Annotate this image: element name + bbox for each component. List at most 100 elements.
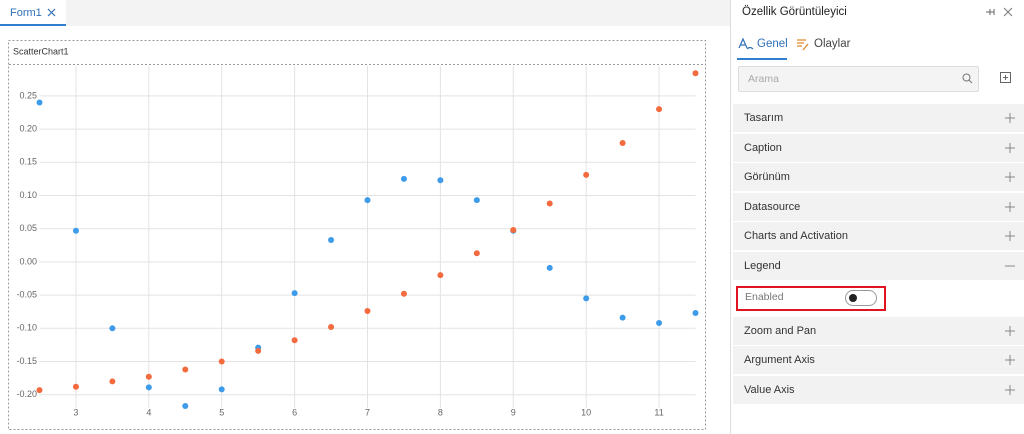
point: [182, 366, 189, 373]
panel-tab[interactable]: Genel: [757, 38, 788, 50]
point: [437, 177, 444, 184]
point: [72, 383, 79, 390]
expand-icon: [1005, 231, 1015, 242]
highlight-box: [736, 285, 886, 311]
y-tick-label: 0.15: [19, 157, 37, 167]
section-label: Datasource: [744, 200, 801, 213]
point: [182, 403, 189, 410]
section-header[interactable]: Argument Axis: [733, 346, 1024, 375]
point: [364, 197, 371, 204]
section-header[interactable]: Datasource: [733, 192, 1024, 221]
section-label: Görünüm: [744, 171, 790, 184]
panel-tab[interactable]: Olaylar: [814, 38, 851, 50]
point: [400, 175, 407, 182]
point: [218, 358, 225, 365]
point: [218, 386, 225, 393]
point: [291, 290, 298, 297]
expand-icon: [1005, 142, 1015, 153]
search-icon: [962, 73, 973, 84]
x-tick-label: 11: [654, 407, 663, 417]
section-label: Zoom and Pan: [744, 324, 817, 337]
x-tick-label: 8: [438, 407, 443, 417]
section-label: Tasarım: [744, 112, 784, 124]
expand-icon: [1005, 325, 1015, 336]
collapse-icon: [1005, 265, 1015, 267]
point: [36, 387, 43, 394]
chart-frame: [8, 40, 706, 430]
toggle-knob: [849, 293, 857, 302]
tab-bar: Form1: [0, 0, 730, 26]
point: [510, 227, 517, 234]
point: [328, 236, 335, 243]
x-tick-label: 10: [581, 407, 591, 417]
expand-all-button[interactable]: [999, 71, 1012, 84]
point: [692, 70, 699, 77]
expand-icon: [1005, 172, 1015, 183]
point: [583, 171, 590, 178]
point: [473, 197, 480, 204]
point: [546, 200, 553, 207]
section-label: Legend: [744, 260, 781, 272]
point: [109, 325, 116, 332]
point: [583, 295, 590, 302]
chart: ScatterChart1 0.25 0.20 0.15 0.10 0.05 0.00 -0…: [8, 40, 706, 430]
section-header[interactable]: Caption: [733, 133, 1024, 162]
point: [619, 140, 626, 147]
expand-icon: [1005, 201, 1015, 212]
point: [255, 347, 262, 354]
point: [364, 308, 371, 315]
search-box[interactable]: Arama: [738, 66, 979, 92]
chart-title: ScatterChart1: [13, 46, 69, 56]
point: [473, 250, 480, 257]
olaylar-icon: [797, 39, 809, 51]
expand-icon: [1005, 384, 1015, 395]
x-tick-label: 4: [146, 407, 151, 417]
property-label: Enabled: [745, 290, 784, 303]
y-tick-label: 0.20: [19, 123, 37, 133]
section-label: Caption: [744, 141, 782, 154]
y-tick-label: 0.25: [19, 90, 37, 100]
y-tick-label: 0.10: [19, 190, 37, 200]
point: [109, 378, 116, 385]
genel-icon: [738, 37, 754, 50]
panel-title: Özellik Görüntüleyici: [742, 6, 847, 18]
section-header[interactable]: Tasarım: [733, 104, 1024, 132]
x-tick-label: 9: [511, 407, 516, 417]
point: [692, 310, 699, 317]
point: [291, 337, 298, 344]
pin-button[interactable]: [984, 6, 996, 18]
x-tick-label: 7: [365, 407, 370, 417]
y-tick-label: 0.00: [19, 256, 37, 266]
x-tick-label: 6: [292, 407, 297, 417]
tab[interactable]: Form1: [0, 0, 66, 26]
point: [400, 290, 407, 297]
tab-underline: [737, 58, 787, 60]
point: [72, 227, 79, 234]
section-header[interactable]: Zoom and Pan: [733, 316, 1024, 345]
expand-icon: [1005, 355, 1015, 366]
point: [619, 314, 626, 321]
y-tick-label: -0.15: [16, 356, 37, 366]
point: [36, 99, 43, 106]
y-tick-label: -0.05: [16, 289, 37, 299]
section-header[interactable]: Legend: [733, 252, 1024, 280]
panel-close[interactable]: [1003, 7, 1013, 17]
x-tick-label: 5: [219, 407, 224, 417]
point: [145, 373, 152, 380]
point: [546, 264, 553, 271]
section-header[interactable]: Charts and Activation: [733, 222, 1024, 251]
point: [656, 319, 663, 326]
point: [437, 272, 444, 279]
section-label: Value Axis: [744, 383, 795, 396]
search-placeholder: Arama: [748, 73, 779, 85]
point: [328, 323, 335, 330]
y-tick-label: -0.10: [16, 323, 37, 333]
section-label: Argument Axis: [744, 354, 815, 367]
tab-close[interactable]: [47, 8, 56, 17]
expand-icon: [1005, 113, 1015, 123]
point: [656, 106, 663, 113]
section-header[interactable]: Value Axis: [733, 375, 1024, 404]
section-header[interactable]: Görünüm: [733, 163, 1024, 192]
